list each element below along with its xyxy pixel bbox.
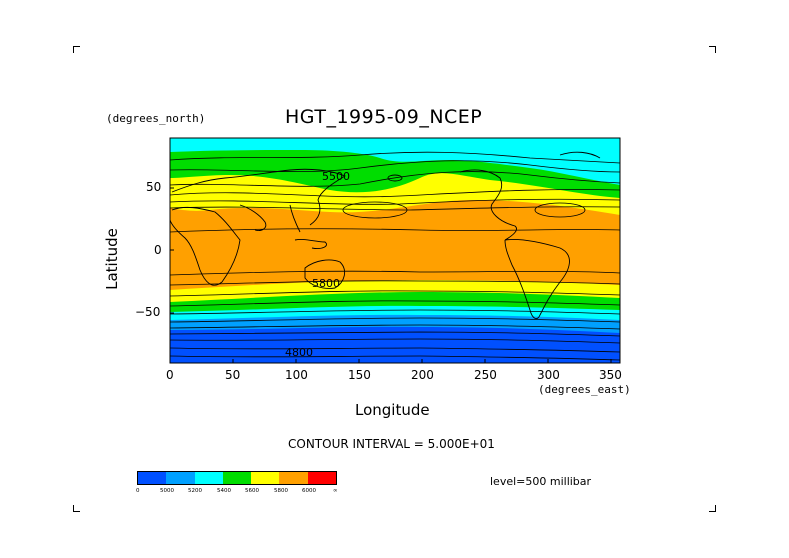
y-tick-50: 50 — [146, 180, 162, 194]
corner-mark-top-left — [73, 46, 80, 53]
colorbar-swatch-4 — [222, 472, 252, 484]
x-tick-50: 50 — [225, 368, 241, 382]
colorbar-swatch-6 — [279, 472, 308, 484]
colorbar-swatch-2 — [166, 472, 195, 484]
colorbar — [137, 471, 337, 485]
colorbar-label-0: 0 — [136, 488, 140, 494]
contour-label-4800: 4800 — [285, 346, 313, 359]
x-tick-350: 350 — [599, 368, 622, 382]
colorbar-label-5600: 5600 — [245, 488, 259, 494]
contour-label-5500: 5500 — [322, 170, 350, 183]
colorbar-label-6000: 6000 — [302, 488, 316, 494]
x-tick-200: 200 — [411, 368, 434, 382]
band-blue-south — [170, 326, 620, 363]
level-text: level=500 millibar — [490, 475, 592, 488]
colorbar-label-5200: 5200 — [188, 488, 202, 494]
contour-interval-text: CONTOUR INTERVAL = 5.000E+01 — [288, 437, 495, 451]
colorbar-label-5800: 5800 — [274, 488, 288, 494]
y-tick-0: 0 — [154, 243, 162, 257]
x-unit-label: (degrees_east) — [538, 383, 631, 396]
y-axis-label: Latitude — [103, 228, 121, 290]
contour-label-5800: 5800 — [312, 277, 340, 290]
y-tick-minus50: −50 — [135, 305, 161, 319]
x-tick-300: 300 — [537, 368, 560, 382]
colorbar-label-inf: ∞ — [333, 488, 338, 494]
colorbar-label-5000: 5000 — [160, 488, 174, 494]
corner-mark-bottom-right — [709, 505, 716, 512]
colorbar-swatch-5 — [251, 472, 280, 484]
colorbar-swatch-7 — [307, 472, 336, 484]
corner-mark-top-right — [709, 46, 716, 53]
axis-ticks — [169, 187, 612, 363]
x-tick-150: 150 — [348, 368, 371, 382]
x-tick-100: 100 — [285, 368, 308, 382]
x-tick-0: 0 — [166, 368, 174, 382]
coastlines — [170, 151, 601, 320]
band-cyan-north — [170, 138, 620, 185]
contour-lines — [170, 151, 620, 361]
colorbar-label-5400: 5400 — [217, 488, 231, 494]
corner-mark-bottom-left — [73, 505, 80, 512]
colorbar-swatch-1 — [138, 472, 167, 484]
x-tick-250: 250 — [474, 368, 497, 382]
map-title: HGT_1995-09_NCEP — [285, 106, 483, 128]
x-axis-label: Longitude — [355, 401, 430, 419]
y-unit-label: (degrees_north) — [106, 112, 206, 125]
field-bands — [170, 138, 620, 363]
colorbar-swatch-3 — [194, 472, 223, 484]
